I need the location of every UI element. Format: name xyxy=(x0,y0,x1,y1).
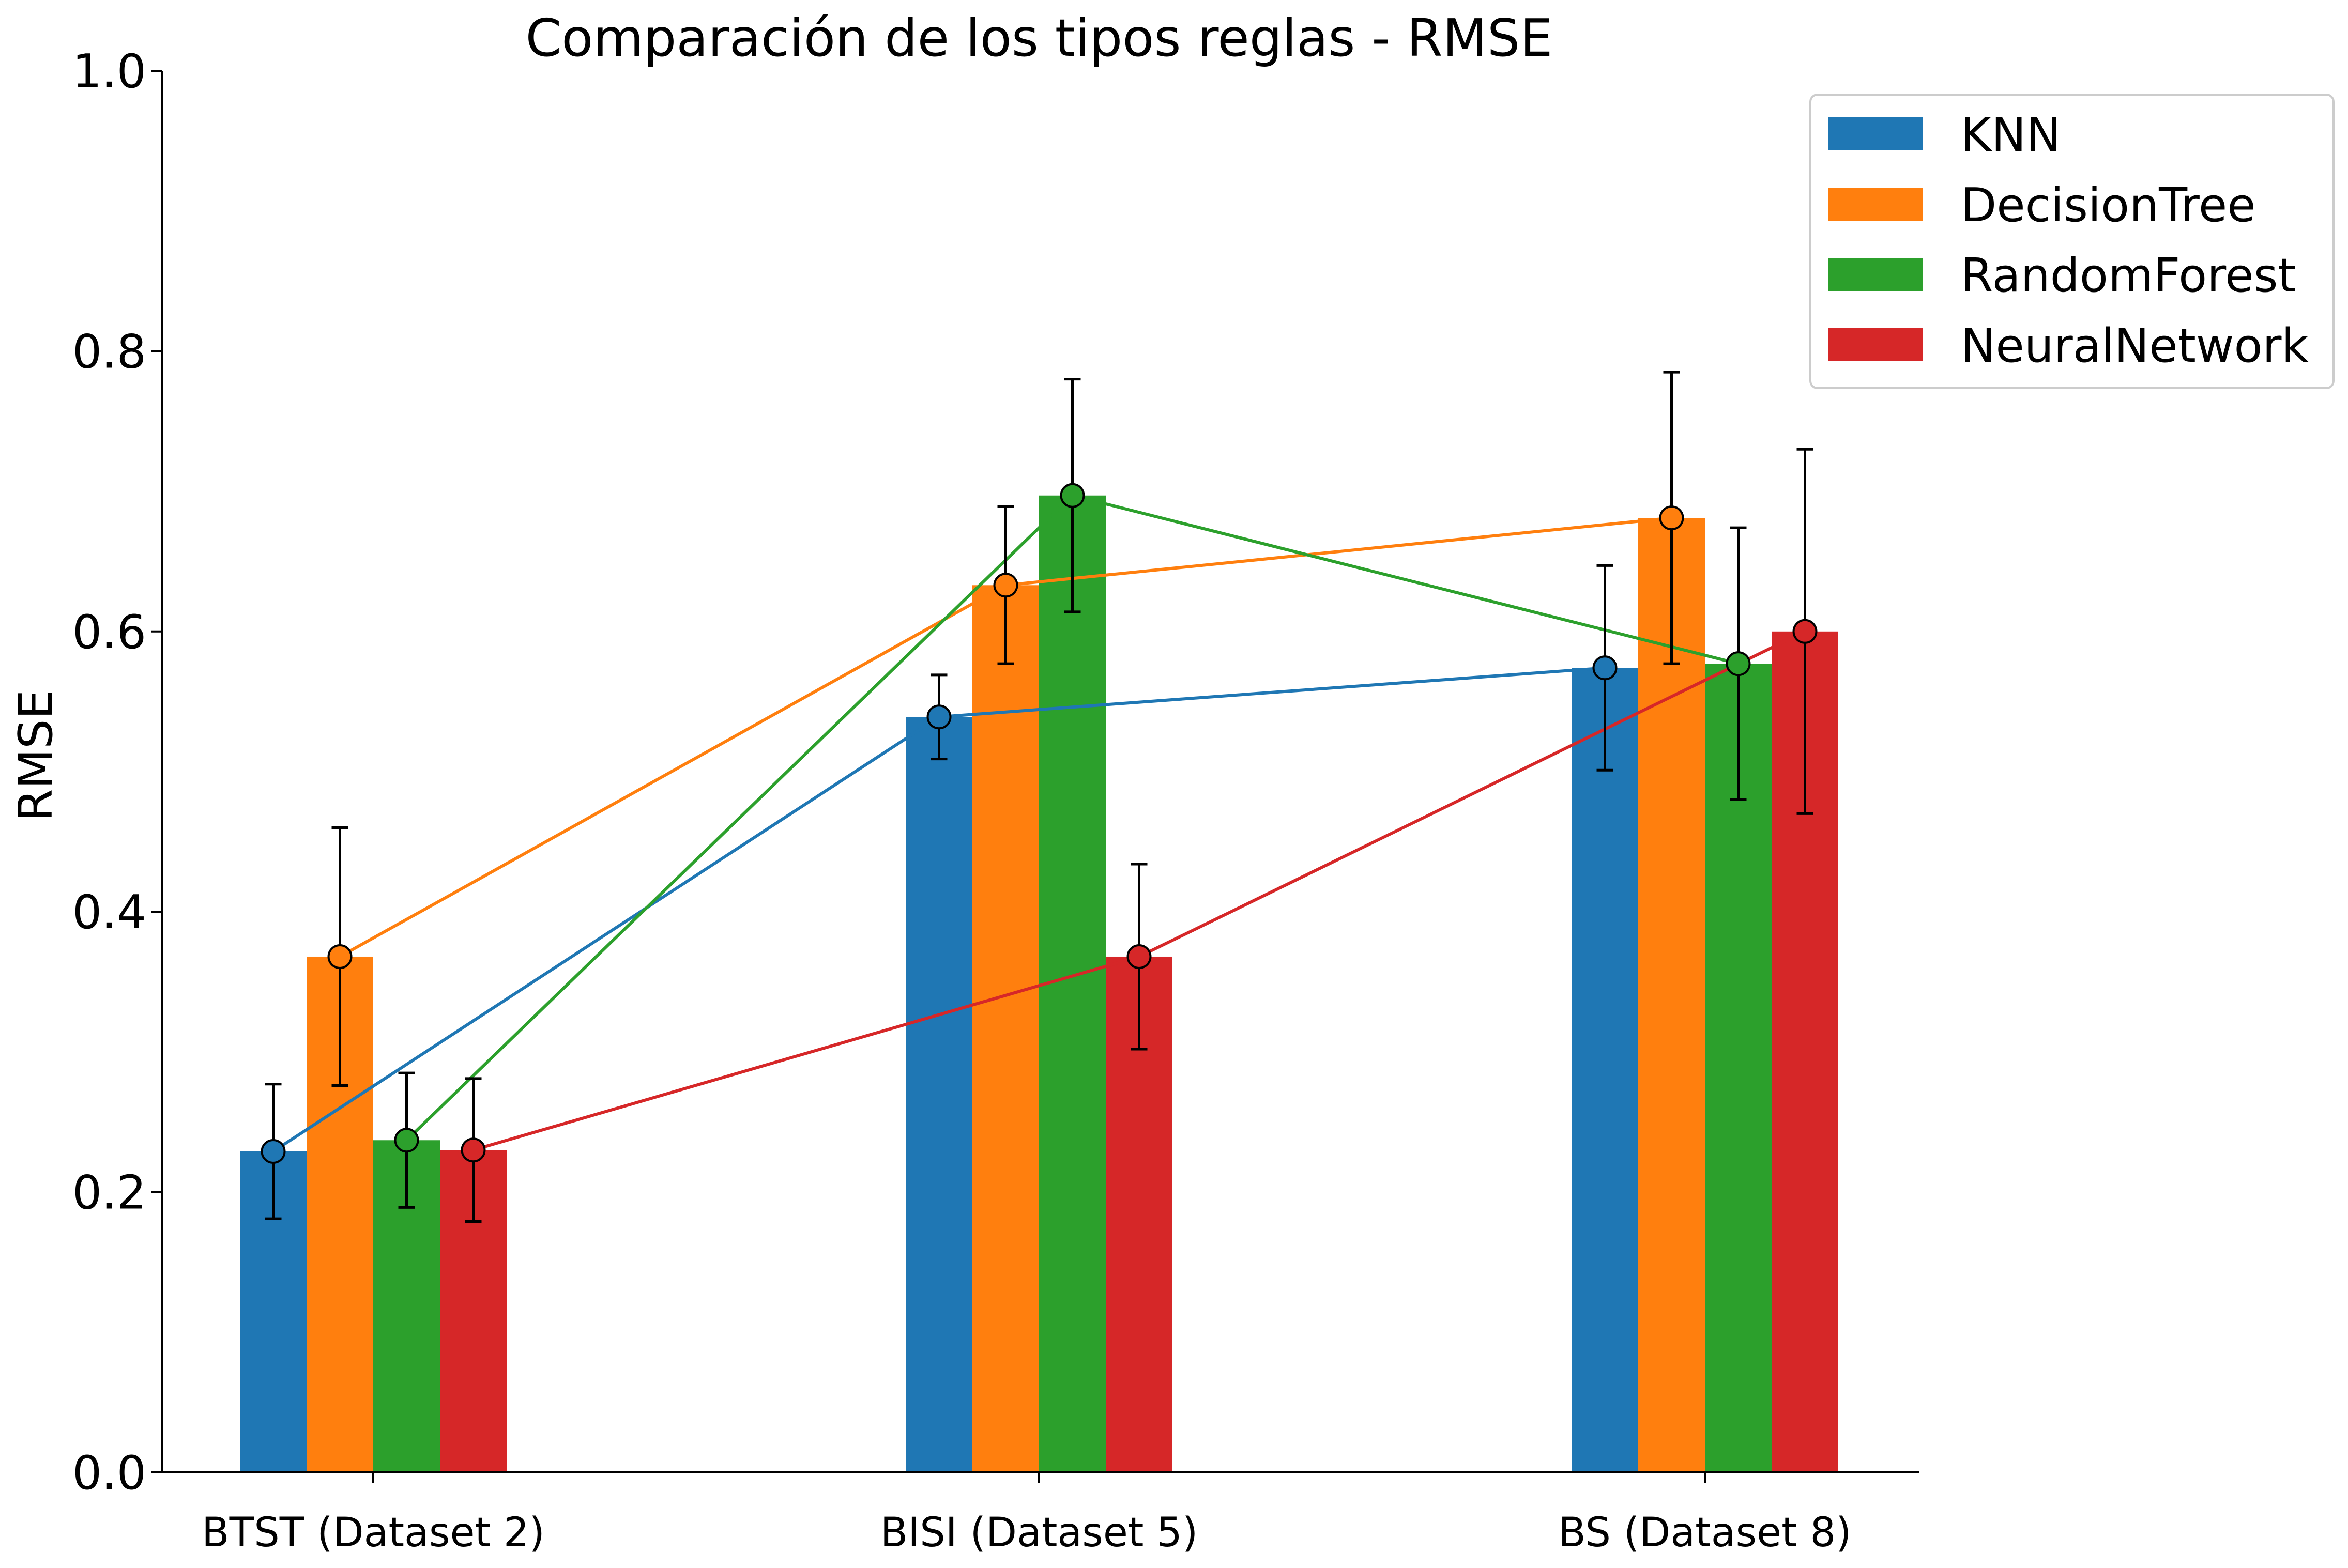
legend-swatch-decisiontree xyxy=(1828,188,1923,221)
point-knn-0 xyxy=(261,1139,286,1164)
markers-layer xyxy=(261,483,1818,1164)
bar-knn-2 xyxy=(1572,668,1638,1472)
legend-frame xyxy=(1809,94,2335,389)
y-tick-label: 0.2 xyxy=(72,1166,146,1220)
point-randomforest-0 xyxy=(394,1128,419,1153)
y-tick-label: 0.6 xyxy=(72,605,146,659)
point-randomforest-1 xyxy=(1060,483,1085,508)
x-tick-label: BTST (Dataset 2) xyxy=(202,1510,545,1556)
bar-decisiontree-1 xyxy=(972,585,1039,1472)
x-ticks: BTST (Dataset 2) BISI (Dataset 5) BS (Data… xyxy=(202,1472,1852,1556)
point-randomforest-2 xyxy=(1726,651,1751,677)
point-neuralnetwork-2 xyxy=(1792,619,1818,644)
point-knn-1 xyxy=(926,704,952,730)
point-knn-2 xyxy=(1592,655,1618,681)
legend-label-knn: KNN xyxy=(1961,108,2061,162)
x-tick-label: BISI (Dataset 5) xyxy=(880,1510,1198,1556)
point-neuralnetwork-0 xyxy=(461,1137,486,1163)
legend-label-randomforest: RandomForest xyxy=(1961,249,2296,303)
legend-label-decisiontree: DecisionTree xyxy=(1961,178,2256,233)
error-bars-layer xyxy=(265,371,1813,1223)
legend-swatch-randomforest xyxy=(1828,258,1923,291)
legend: KNN DecisionTree RandomForest NeuralNetwork xyxy=(1809,94,2335,389)
point-neuralnetwork-1 xyxy=(1126,944,1152,969)
y-tick-label: 0.4 xyxy=(72,885,146,940)
y-ticks: 0.0 0.2 0.4 0.6 0.8 1.0 xyxy=(72,44,162,1500)
point-decisiontree-1 xyxy=(993,573,1018,598)
chart-title: Comparación de los tipos reglas - RMSE xyxy=(525,8,1552,68)
bars-layer xyxy=(240,495,1838,1473)
y-axis-label: RMSE xyxy=(9,690,63,821)
y-tick-label: 0.0 xyxy=(72,1446,146,1500)
legend-label-neuralnetwork: NeuralNetwork xyxy=(1961,319,2309,373)
point-decisiontree-2 xyxy=(1659,505,1684,531)
x-tick-label: BS (Dataset 8) xyxy=(1558,1510,1851,1556)
y-tick-label: 1.0 xyxy=(72,44,146,99)
legend-swatch-knn xyxy=(1828,117,1923,150)
bar-knn-1 xyxy=(906,717,972,1472)
legend-swatch-neuralnetwork xyxy=(1828,328,1923,361)
point-decisiontree-0 xyxy=(327,944,353,969)
bar-decisiontree-2 xyxy=(1638,518,1705,1473)
y-tick-label: 0.8 xyxy=(72,325,146,379)
